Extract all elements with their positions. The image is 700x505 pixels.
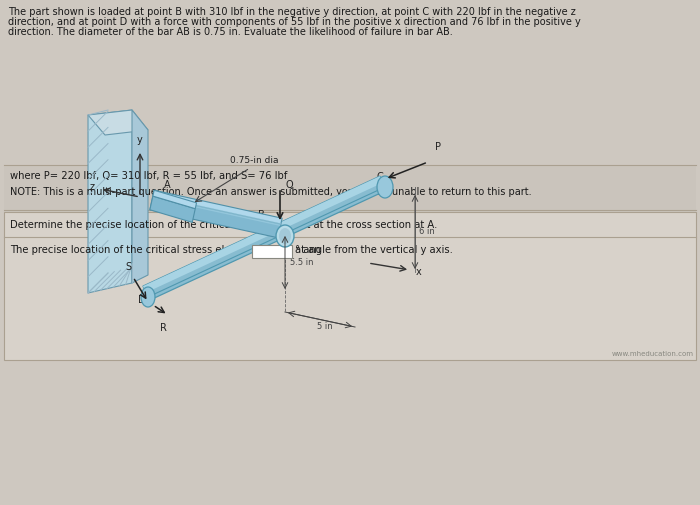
- Polygon shape: [153, 195, 281, 226]
- Text: B: B: [258, 210, 265, 220]
- Bar: [4, 212, 696, 360]
- Text: x: x: [416, 267, 421, 277]
- Polygon shape: [153, 190, 282, 224]
- Polygon shape: [153, 190, 197, 209]
- Polygon shape: [143, 176, 383, 292]
- Polygon shape: [150, 196, 195, 222]
- Polygon shape: [88, 110, 132, 293]
- Text: A: A: [164, 180, 171, 190]
- Ellipse shape: [279, 228, 291, 244]
- Text: NOTE: This is a multi-part question. Once an answer is submitted, you will be un: NOTE: This is a multi-part question. Onc…: [10, 187, 531, 197]
- Ellipse shape: [377, 176, 393, 198]
- Polygon shape: [88, 110, 148, 135]
- Polygon shape: [143, 176, 386, 300]
- Text: Q: Q: [285, 180, 293, 190]
- Bar: [4, 165, 696, 360]
- Text: direction. The diameter of the bar AB is 0.75 in. Evaluate the likelihood of fai: direction. The diameter of the bar AB is…: [8, 27, 453, 37]
- Text: R: R: [160, 323, 167, 333]
- Polygon shape: [132, 110, 148, 283]
- Text: www.mheducation.com: www.mheducation.com: [612, 351, 694, 357]
- Text: The part shown is loaded at point B with 310 lbf in the negative y direction, at: The part shown is loaded at point B with…: [8, 7, 575, 17]
- Text: P: P: [435, 142, 441, 152]
- Text: C: C: [377, 172, 383, 182]
- Text: ° angle from the vertical y axis.: ° angle from the vertical y axis.: [295, 245, 453, 255]
- Text: The precise location of the critical stress element will be at an: The precise location of the critical str…: [10, 245, 321, 255]
- Ellipse shape: [141, 287, 155, 307]
- Text: direction, and at point D with a force with components of 55 lbf in the positive: direction, and at point D with a force w…: [8, 17, 581, 27]
- Text: D: D: [139, 295, 146, 305]
- Text: where P= 220 lbf, Q= 310 lbf, R = 55 lbf, and S= 76 lbf: where P= 220 lbf, Q= 310 lbf, R = 55 lbf…: [10, 171, 288, 181]
- Polygon shape: [150, 196, 281, 238]
- Ellipse shape: [276, 225, 294, 247]
- Text: S: S: [125, 262, 131, 272]
- Text: Determine the precise location of the critical stress element at the cross secti: Determine the precise location of the cr…: [10, 220, 438, 230]
- Text: 0.75-in dia: 0.75-in dia: [230, 156, 279, 165]
- Text: 5 in: 5 in: [317, 322, 332, 331]
- Bar: [252, 245, 292, 258]
- Text: 5.5 in: 5.5 in: [290, 258, 314, 267]
- Text: z: z: [90, 182, 95, 192]
- Text: y: y: [137, 135, 143, 145]
- Text: 6 in: 6 in: [419, 227, 435, 236]
